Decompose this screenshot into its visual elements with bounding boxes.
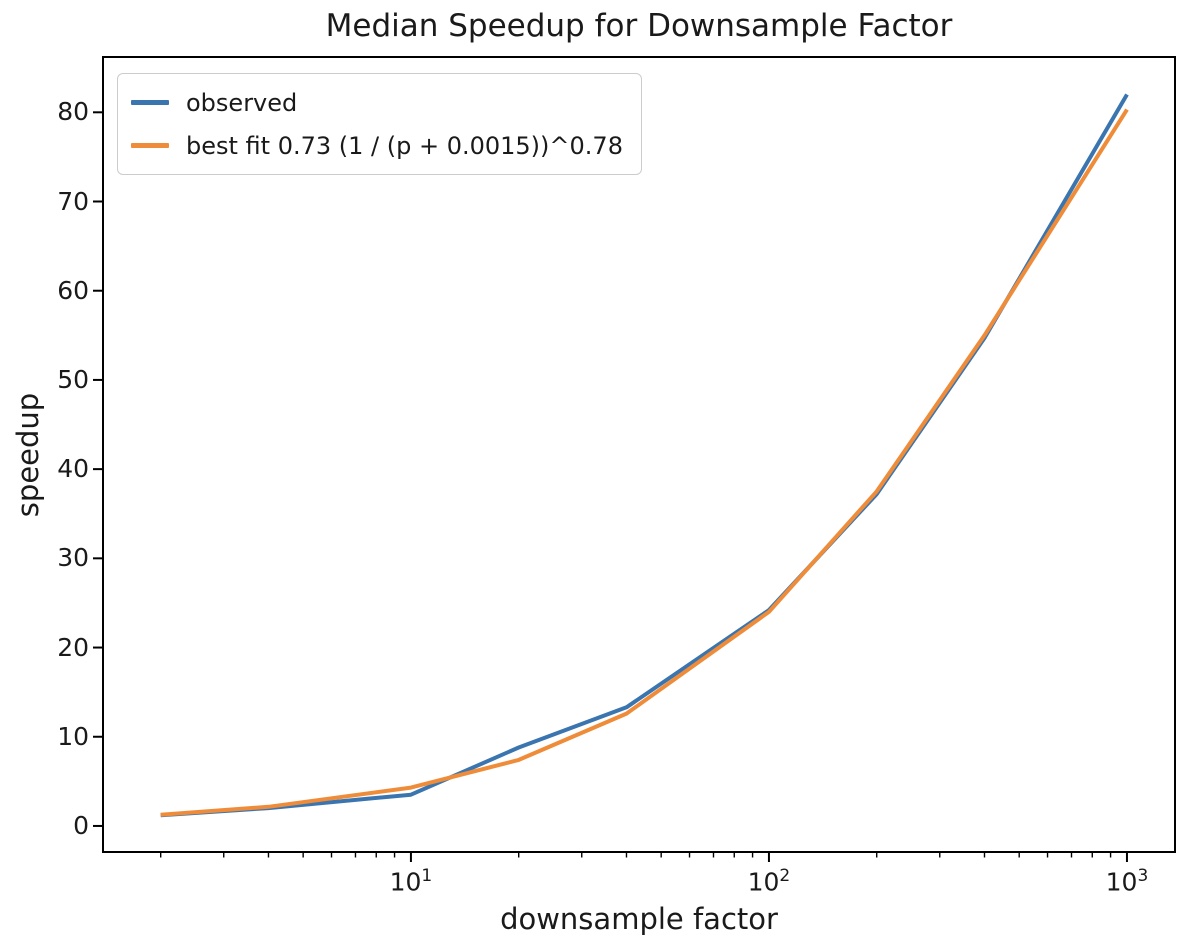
y-tick-label-10: 10 [57,721,89,751]
y-tick-label-20: 20 [57,632,89,662]
x-tick-label-10e2: 102 [747,866,791,897]
legend-line-swatch-best-fit [131,143,169,148]
legend-label-observed: observed [186,88,298,117]
series-line-observed [160,93,1129,818]
chart-title: Median Speedup for Downsample Factor [325,8,953,44]
y-tick-label-0: 0 [73,810,89,840]
legend-label-best-fit: best fit 0.73 (1 / (p + 0.0015))^0.78 [186,131,623,160]
y-tick-label-80: 80 [57,97,89,127]
x-tick-label-10e3: 103 [1105,866,1149,897]
legend-line-swatch-observed [131,100,169,105]
legend-item-best-fit: best fit 0.73 (1 / (p + 0.0015))^0.78 [131,124,623,167]
x-tick-label-10e1: 101 [389,866,433,897]
y-tick-label-70: 70 [57,186,89,216]
y-tick-label-60: 60 [57,275,89,305]
legend: observed best fit 0.73 (1 / (p + 0.0015)… [117,73,642,175]
y-tick-label-40: 40 [57,454,89,484]
x-axis-label: downsample factor [500,902,778,936]
series-line-best-fit [160,108,1129,817]
plot-spines [102,56,1176,853]
y-tick-label-50: 50 [57,364,89,394]
legend-item-observed: observed [131,81,623,124]
y-tick-label-30: 30 [57,543,89,573]
